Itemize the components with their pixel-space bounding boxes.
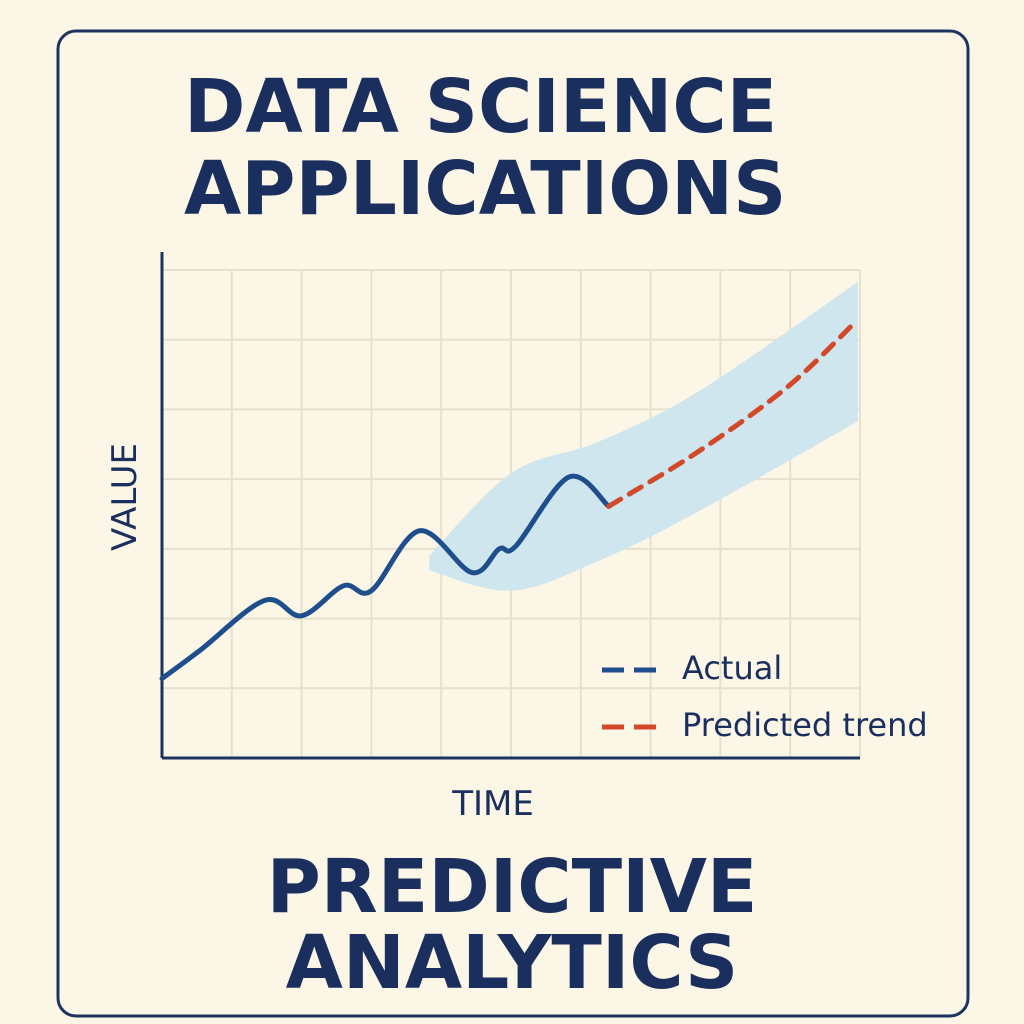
chart-title: APPLICATIONS — [184, 146, 786, 232]
legend-label: Predicted trend — [682, 706, 928, 744]
plot: Actual Predicted trend — [159, 252, 928, 760]
y-axis-label: VALUE — [105, 443, 145, 551]
footer-title: ANALYTICS — [286, 920, 739, 1006]
chart-title: DATA SCIENCE — [184, 64, 777, 150]
frame — [56, 29, 970, 1018]
data-line — [606, 319, 859, 509]
data-line — [159, 473, 612, 682]
legend-label: Actual — [682, 649, 782, 687]
footer-title: PREDICTIVE — [267, 844, 758, 930]
x-axis-label: TIME — [451, 784, 534, 824]
